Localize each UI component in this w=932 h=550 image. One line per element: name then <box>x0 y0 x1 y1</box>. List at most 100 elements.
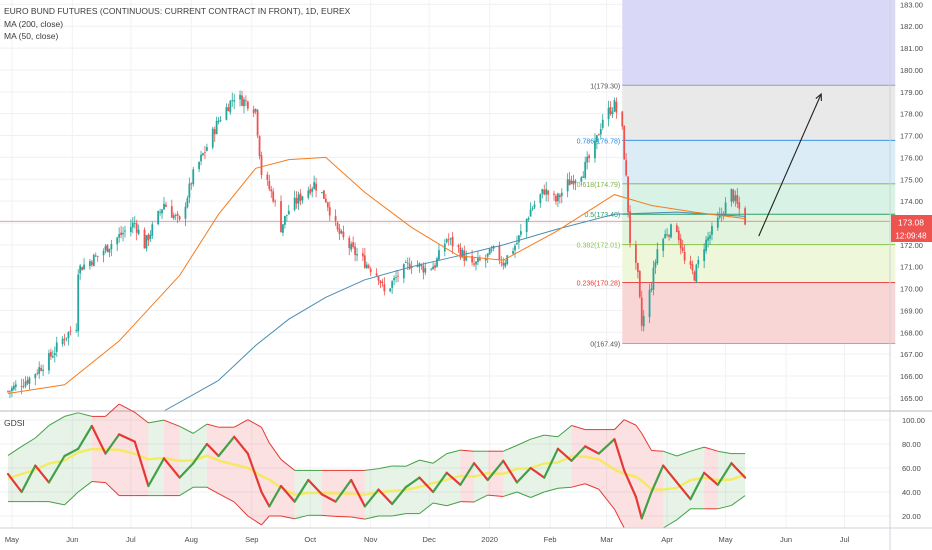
time-tick-label: Mar <box>600 535 613 544</box>
candle <box>402 263 405 284</box>
arrow-shaft <box>758 93 822 237</box>
fib-zone <box>622 214 896 245</box>
gdsi-line-segment <box>445 471 462 486</box>
gdsi-upper-band <box>503 444 518 452</box>
candle <box>280 195 282 233</box>
candle <box>594 133 596 163</box>
candle <box>53 346 56 363</box>
candle <box>77 269 80 337</box>
candle <box>188 177 191 204</box>
gdsi-tick-label: 20.00 <box>902 512 921 521</box>
candle <box>260 151 263 179</box>
candle <box>566 173 569 198</box>
candle <box>599 123 602 140</box>
candle <box>55 336 58 357</box>
candle <box>241 90 243 107</box>
candle <box>681 239 684 254</box>
gdsi-band-fill <box>164 420 180 496</box>
fib-zone <box>622 282 896 344</box>
candle <box>252 105 255 118</box>
ma50-line <box>7 156 746 394</box>
candle <box>416 260 419 268</box>
time-tick-label: Jun <box>780 535 792 544</box>
time-axis[interactable]: May Jun Jul Aug Sep Oct Nov Dec 2020 Feb Mar Apr May… <box>5 535 850 544</box>
gdsi-band-fill <box>281 459 295 519</box>
candle <box>340 229 343 235</box>
gdsi-upper-band <box>623 419 637 426</box>
ma200-line <box>163 211 746 412</box>
candle <box>133 216 136 229</box>
candle <box>465 250 468 262</box>
ma50-legend[interactable]: MA (50, close) <box>4 31 59 41</box>
candle <box>110 239 113 257</box>
candle <box>9 390 11 399</box>
gdsi-line-segment <box>418 476 435 494</box>
gdsi-tick-label: 40.00 <box>902 488 921 497</box>
candle <box>662 237 665 258</box>
candle <box>65 337 68 342</box>
candle <box>547 189 550 202</box>
candle <box>338 223 341 241</box>
fib-zone <box>622 183 896 215</box>
candle <box>367 263 370 270</box>
time-tick-label: Apr <box>661 535 673 544</box>
price-tick-label: 171.00 <box>900 263 923 272</box>
gdsi-upper-band <box>280 459 295 471</box>
candle <box>229 100 232 115</box>
gdsi-line-segment <box>47 454 66 484</box>
candle <box>695 263 698 284</box>
candle <box>227 103 230 112</box>
candle <box>611 107 614 119</box>
candle <box>621 110 624 130</box>
candle <box>697 256 700 269</box>
candle <box>256 109 259 138</box>
candle <box>324 193 327 204</box>
gdsi-legend[interactable]: GDSI <box>4 418 25 428</box>
gdsi-tick-label: 100.00 <box>902 416 925 425</box>
candle <box>557 192 559 208</box>
candle <box>711 222 713 241</box>
gdsi-lower-band <box>419 502 434 514</box>
gdsi-band-fill <box>261 427 270 525</box>
candle <box>245 95 247 107</box>
candle <box>348 235 351 256</box>
candle <box>479 255 481 262</box>
projection-arrow[interactable] <box>758 92 822 237</box>
price-axis[interactable]: 183.00 182.00 181.00 180.00 179.00 178.00 177.… <box>900 0 925 521</box>
gdsi-lower-band <box>280 515 295 520</box>
candle <box>206 143 208 152</box>
gdsi-band-fill <box>433 453 447 506</box>
candle <box>246 100 249 112</box>
candle <box>529 202 532 217</box>
ma200-legend[interactable]: MA (200, close) <box>4 19 64 29</box>
candle <box>623 125 626 160</box>
gdsi-lower-band <box>446 501 461 507</box>
gdsi-upper-band <box>78 412 92 417</box>
gdsi-upper-band <box>34 425 50 439</box>
gdsi-band-fill <box>419 460 434 514</box>
time-tick-label: May <box>5 535 19 544</box>
gdsi-lower-band <box>294 514 309 520</box>
candle <box>506 255 509 266</box>
gdsi-line-segment <box>104 433 121 455</box>
candle <box>350 241 353 253</box>
candle <box>116 236 119 252</box>
fibonacci-retracement[interactable]: 0(167.49) 0.236(170.28) 0.382(172.01) 0.5(1… <box>577 0 896 348</box>
gdsi-line-segment <box>502 459 519 484</box>
candle <box>26 376 29 386</box>
candle <box>584 156 587 180</box>
gdsi-upper-band <box>530 434 545 440</box>
candle <box>512 247 514 256</box>
candle <box>677 226 680 244</box>
gdsi-line-segment <box>205 442 220 458</box>
candle <box>272 188 275 204</box>
candle <box>689 255 692 270</box>
candle <box>258 135 261 160</box>
gdsi-upper-band <box>192 423 208 434</box>
candle <box>514 243 516 258</box>
candle <box>627 176 629 218</box>
candle <box>83 258 85 271</box>
candle <box>176 210 179 224</box>
candle <box>202 152 204 157</box>
candle <box>543 184 546 196</box>
